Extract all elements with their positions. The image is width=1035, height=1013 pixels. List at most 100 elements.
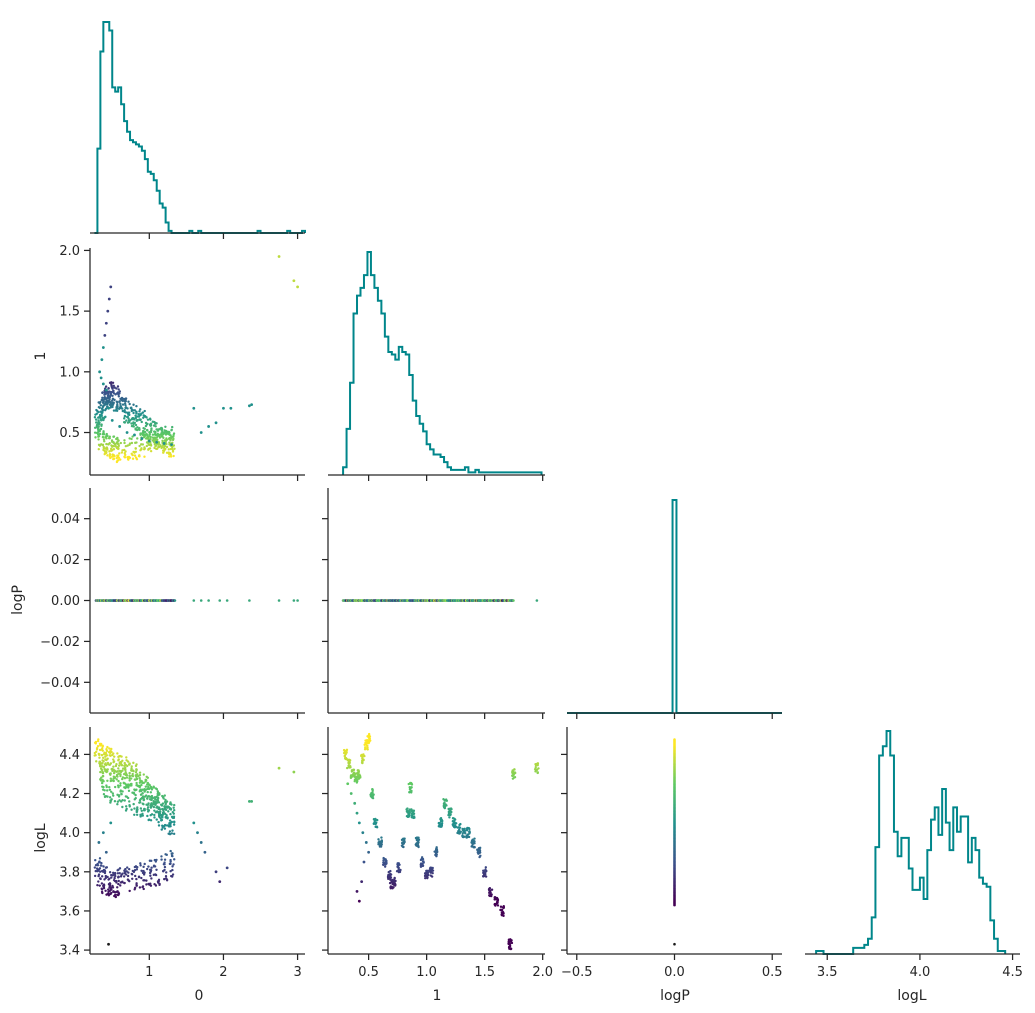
scatter-logL-vs-0-point: [112, 777, 115, 780]
scatter-logL-vs-0-point: [133, 807, 136, 810]
scatter-1-vs-0-point: [172, 437, 175, 441]
scatter-1-vs-0-point: [104, 321, 108, 325]
scatter-1-vs-0-point: [136, 415, 139, 418]
panel-3-1-xtick-label: 1.5: [474, 965, 495, 980]
panel-3-1-xtick-label: 1.0: [416, 965, 437, 980]
scatter-logL-vs-0-point: [109, 801, 112, 804]
scatter-logL-vs-1-point: [435, 846, 438, 849]
panel-3-3-xtick-label: 3.5: [817, 965, 838, 980]
scatter-logL-vs-1-point: [440, 824, 444, 827]
scatter-logL-vs-1-point: [478, 855, 481, 859]
scatter-logL-vs-0-point: [94, 858, 97, 862]
scatter-logL-vs-0-point: [150, 786, 153, 790]
scatter-logL-vs-1-point: [510, 939, 513, 942]
scatter-logL-vs-1-point: [473, 837, 476, 840]
scatter-logL-vs-1-point: [456, 831, 459, 835]
scatter-1-vs-0-point: [138, 428, 141, 431]
scatter-logL-vs-0-point: [121, 805, 124, 809]
marks: [93, 21, 1007, 955]
scatter-logL-vs-0-point: [130, 777, 133, 780]
scatter-logL-vs-0-point: [116, 872, 120, 875]
scatter-logL-vs-0-point: [96, 745, 100, 748]
scatter-logL-vs-0-point: [124, 805, 128, 808]
scatter-1-vs-0-point: [109, 456, 112, 460]
scatter-logL-vs-0-point: [148, 795, 152, 799]
scatter-logL-vs-0-point: [104, 751, 108, 755]
scatter-logL-vs-1-point: [380, 839, 384, 842]
scatter-logL-vs-0-point: [172, 823, 176, 826]
histogram-0: [94, 21, 306, 234]
scatter-1-vs-0-point: [115, 460, 119, 464]
scatter-logL-vs-0-point: [161, 795, 165, 798]
scatter-logL-vs-1-point: [347, 762, 351, 765]
scatter-1-vs-0-point: [127, 400, 130, 403]
scatter-logL-vs-0-point: [153, 816, 156, 819]
scatter-1-vs-0-point: [123, 456, 127, 459]
scatter-logL-vs-0-point: [172, 809, 176, 812]
scatter-1-vs-0-point: [104, 403, 108, 406]
scatter-logL-vs-0-point: [108, 788, 112, 791]
scatter-logL-vs-0-point: [127, 789, 131, 793]
scatter-1-vs-0-point: [101, 433, 105, 436]
scatter-logL-vs-0-point: [152, 805, 156, 809]
scatter-1-vs-0-point: [148, 443, 151, 447]
scatter-1-vs-0-point: [105, 442, 108, 446]
scatter-1-vs-0-point: [155, 436, 158, 439]
scatter-logL-vs-0-point: [142, 798, 145, 802]
scatter-logL-vs-0-point: [121, 872, 124, 875]
scatter-logL-vs-1-point: [461, 832, 464, 835]
scatter-logL-vs-1-point: [410, 812, 414, 815]
scatter-logL-vs-0-point: [214, 870, 218, 874]
scatter-1-vs-0-point: [110, 386, 114, 389]
scatter-1-vs-0-point: [118, 452, 121, 455]
scatter-logL-vs-0-point: [146, 781, 149, 785]
scatter-1-vs-0-point: [123, 417, 126, 420]
scatter-1-vs-0-point: [139, 433, 142, 436]
scatter-1-vs-0-point: [94, 436, 97, 439]
scatter-logL-vs-0-point: [128, 771, 131, 775]
scatter-logL-vs-0-point: [168, 802, 172, 806]
scatter-1-vs-0-point: [106, 454, 109, 457]
scatter-logP-vs-0-point: [218, 599, 222, 602]
scatter-logL-vs-1-point: [488, 887, 492, 890]
scatter-1-vs-0-point: [117, 395, 121, 398]
scatter-logL-vs-1-point: [502, 904, 505, 908]
scatter-logL-vs-0-point: [139, 779, 143, 783]
scatter-1-vs-0-point: [277, 255, 281, 258]
scatter-logL-vs-0-point: [98, 762, 102, 766]
scatter-logL-vs-0-point: [149, 819, 153, 822]
scatter-logL-vs-0-point: [106, 761, 110, 765]
scatter-1-vs-0-point: [100, 398, 104, 401]
scatter-1-vs-0-point: [111, 394, 114, 398]
scatter-logL-vs-1-point: [346, 782, 350, 786]
scatter-logL-vs-1-point: [371, 789, 374, 793]
scatter-1-vs-0-point: [130, 452, 133, 456]
scatter-logL-vs-1-point: [429, 867, 433, 870]
scatter-logL-vs-0-point: [168, 823, 172, 826]
scatter-1-vs-0-point: [105, 434, 108, 438]
scatter-logL-vs-1-point: [385, 860, 388, 864]
scatter-1-vs-0-point: [146, 429, 149, 432]
scatter-logL-vs-0-point: [120, 881, 124, 884]
panel-3-1-xtick-label: 0.5: [358, 965, 379, 980]
scatter-1-vs-0-point: [128, 419, 132, 422]
scatter-1-vs-0-point: [112, 384, 115, 387]
scatter-logL-vs-1-point: [421, 857, 425, 861]
scatter-1-vs-0-point: [154, 444, 158, 447]
scatter-logL-vs-1-point: [484, 870, 487, 873]
scatter-1-vs-0-point: [147, 448, 150, 451]
scatter-logL-vs-0-point: [112, 771, 116, 775]
scatter-1-vs-0-point: [96, 433, 100, 436]
panel-3-0-ytick-label: 4.2: [59, 787, 80, 802]
scatter-logL-vs-1-point: [408, 811, 412, 815]
scatter-1-vs-0-point: [107, 395, 110, 398]
scatter-logL-vs-1-point: [353, 778, 357, 781]
scatter-logL-vs-1-point: [493, 896, 496, 899]
scatter-logL-vs-0-point: [140, 869, 143, 872]
scatter-logL-vs-0-point: [113, 872, 117, 876]
scatter-logL-vs-1-point: [509, 947, 513, 951]
scatter-1-vs-0-point: [116, 401, 119, 404]
scatter-logL-vs-0-point: [133, 813, 136, 816]
scatter-logL-vs-0-point: [112, 758, 115, 761]
scatter-1-vs-0-point: [134, 416, 137, 420]
